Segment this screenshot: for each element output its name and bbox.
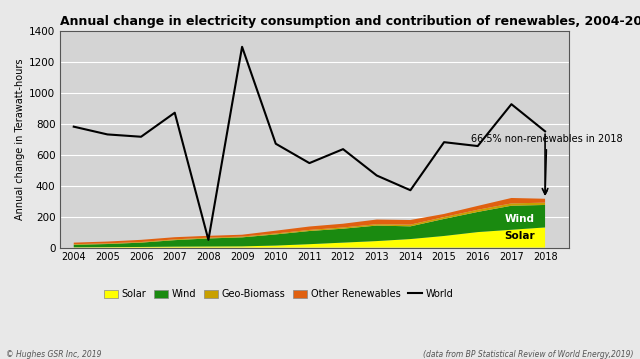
- Text: Annual change in electricity consumption and contribution of renewables, 2004-20: Annual change in electricity consumption…: [60, 15, 640, 28]
- Text: Solar: Solar: [505, 231, 535, 241]
- Legend: Solar, Wind, Geo-Biomass, Other Renewables, World: Solar, Wind, Geo-Biomass, Other Renewabl…: [100, 285, 458, 303]
- Text: Wind: Wind: [505, 214, 534, 224]
- Text: © Hughes GSR Inc, 2019: © Hughes GSR Inc, 2019: [6, 350, 102, 359]
- Y-axis label: Annual change in Terawatt-hours: Annual change in Terawatt-hours: [15, 58, 25, 220]
- Text: 66.5% non-renewables in 2018: 66.5% non-renewables in 2018: [471, 134, 623, 195]
- Text: (data from BP Statistical Review of World Energy,2019): (data from BP Statistical Review of Worl…: [423, 350, 634, 359]
